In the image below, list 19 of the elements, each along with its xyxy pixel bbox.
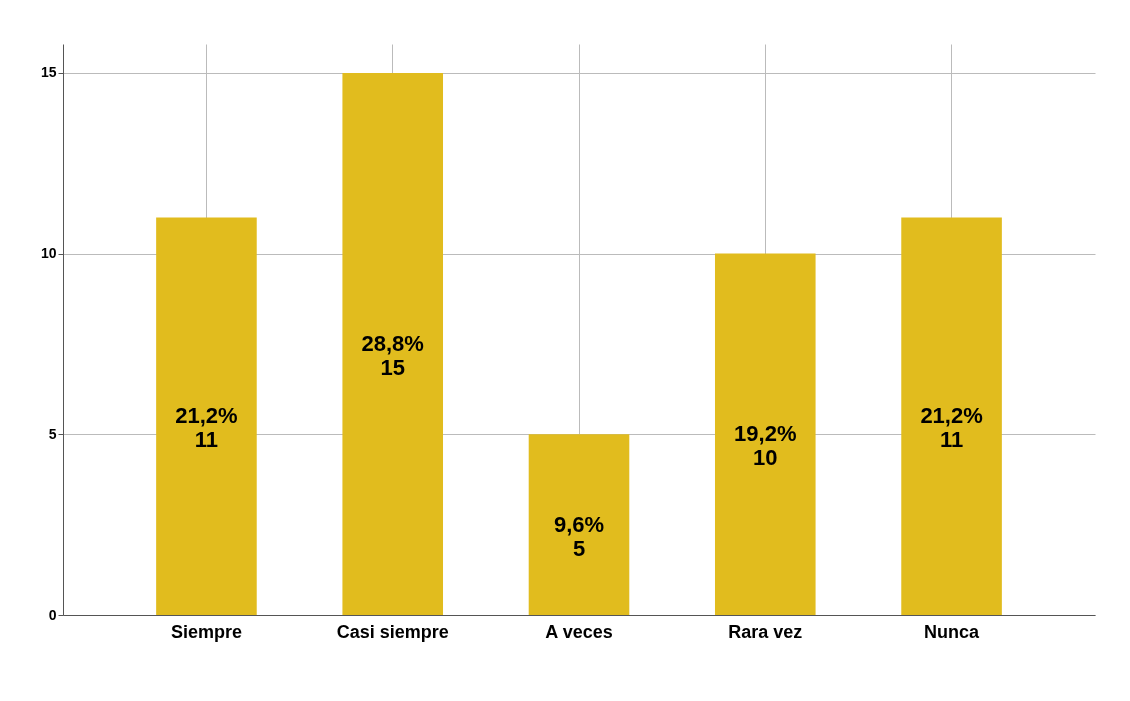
- data-label: 9,6% 5: [553, 511, 605, 561]
- y-tick-label: 10: [40, 245, 57, 262]
- bar: [156, 217, 257, 615]
- data-label: 19,2% 10: [734, 421, 797, 471]
- y-tick-label: 5: [48, 425, 57, 442]
- x-tick-label: Casi siempre: [336, 621, 449, 642]
- y-tick-label: 15: [40, 64, 57, 81]
- x-tick-label: Rara vez: [728, 621, 803, 642]
- bar: [528, 434, 630, 615]
- x-tick-label: Siempre: [170, 621, 242, 642]
- x-tick-label: A veces: [545, 621, 613, 642]
- data-label: 21,2% 11: [920, 403, 983, 453]
- data-label: 28,8% 15: [361, 330, 424, 380]
- data-label: 21,2% 11: [175, 403, 238, 453]
- bar: [342, 72, 444, 615]
- y-tick-label: 0: [48, 606, 57, 623]
- x-tick-label: Nunca: [924, 621, 981, 642]
- bar: [714, 253, 816, 615]
- bar: [901, 217, 1002, 615]
